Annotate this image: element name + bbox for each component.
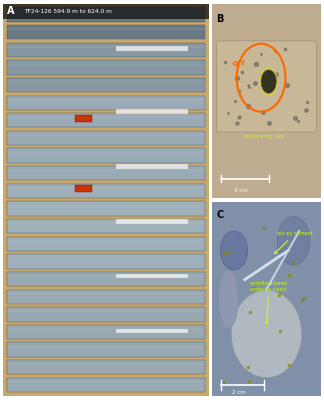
FancyBboxPatch shape [7,131,205,145]
Text: A: A [7,6,15,16]
FancyBboxPatch shape [75,185,92,192]
Text: 3 cm: 3 cm [234,188,248,193]
FancyBboxPatch shape [116,109,189,114]
FancyBboxPatch shape [7,290,205,304]
Ellipse shape [231,290,302,378]
Text: cpy-bearing clast: cpy-bearing clast [243,134,284,139]
Text: C: C [216,210,224,220]
FancyBboxPatch shape [7,378,205,392]
FancyBboxPatch shape [7,78,205,92]
FancyBboxPatch shape [3,4,209,19]
FancyBboxPatch shape [7,113,205,128]
FancyBboxPatch shape [7,307,205,322]
Text: 2 cm: 2 cm [232,390,246,395]
FancyBboxPatch shape [7,42,205,57]
FancyBboxPatch shape [7,219,205,233]
FancyBboxPatch shape [7,272,205,286]
FancyBboxPatch shape [75,114,92,122]
Text: cpy: cpy [232,59,247,67]
FancyBboxPatch shape [212,202,321,396]
FancyBboxPatch shape [7,148,205,163]
FancyBboxPatch shape [7,201,205,216]
Ellipse shape [219,270,238,328]
Text: B: B [216,14,224,24]
FancyBboxPatch shape [7,325,205,339]
FancyBboxPatch shape [7,166,205,180]
FancyBboxPatch shape [7,25,205,39]
FancyBboxPatch shape [7,96,205,110]
FancyBboxPatch shape [7,184,205,198]
FancyBboxPatch shape [116,219,189,224]
FancyBboxPatch shape [7,342,205,357]
Ellipse shape [277,216,310,265]
FancyBboxPatch shape [7,237,205,251]
Text: TF24-126 594.9 m to 624.0 m: TF24-126 594.9 m to 624.0 m [24,9,112,14]
FancyBboxPatch shape [116,328,189,333]
Ellipse shape [220,231,248,270]
FancyBboxPatch shape [116,274,189,278]
FancyBboxPatch shape [7,254,205,269]
FancyBboxPatch shape [116,164,189,169]
Ellipse shape [261,70,276,93]
FancyBboxPatch shape [3,4,209,396]
FancyBboxPatch shape [212,4,321,198]
Text: qtz-py cement: qtz-py cement [275,231,313,254]
FancyBboxPatch shape [116,46,189,51]
FancyBboxPatch shape [7,60,205,74]
Text: sericite altered
andesite clasts: sericite altered andesite clasts [250,282,287,324]
FancyBboxPatch shape [7,7,205,22]
FancyBboxPatch shape [216,41,317,132]
FancyBboxPatch shape [7,360,205,374]
